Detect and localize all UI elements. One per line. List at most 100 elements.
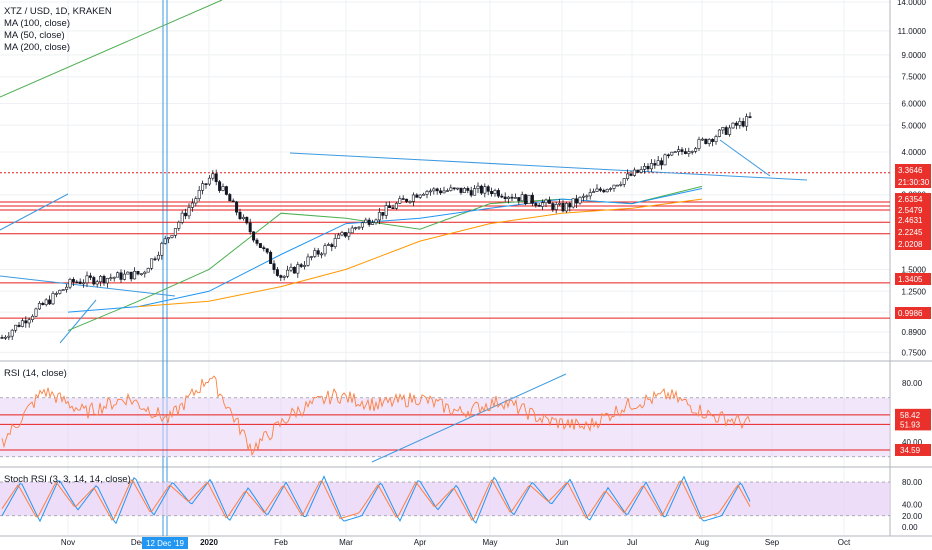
- candle-body: [738, 121, 742, 126]
- candle-body: [320, 253, 324, 256]
- candle-body: [653, 163, 657, 166]
- candle-body: [459, 187, 463, 193]
- price-tick-label: 5.0000: [902, 121, 927, 130]
- candle-body: [337, 234, 341, 239]
- candle-body: [306, 256, 310, 266]
- price-tag-label: 0.9986: [898, 309, 923, 318]
- stoch-d-line: [1, 478, 751, 521]
- candle-body: [54, 293, 58, 295]
- candle-body: [473, 188, 477, 196]
- candle-body: [391, 207, 395, 210]
- stoch-band: [0, 482, 890, 516]
- candle-body: [95, 281, 99, 285]
- candle-body: [245, 216, 249, 224]
- candle-body: [456, 187, 460, 190]
- candle-body: [197, 190, 201, 199]
- candle-body: [490, 191, 494, 195]
- candle-body: [367, 219, 371, 225]
- candle-body: [326, 244, 330, 246]
- candle-body: [384, 205, 388, 216]
- candle-body: [235, 201, 239, 213]
- candle-body: [503, 196, 507, 200]
- candle-body: [428, 190, 432, 193]
- candle-body: [496, 190, 500, 197]
- legend-ma50: MA (50, close): [4, 30, 65, 41]
- candle-body: [680, 149, 684, 152]
- candle-body: [37, 302, 41, 310]
- candle-body: [469, 190, 473, 196]
- rsi-tag: [895, 443, 931, 456]
- candle-body: [683, 151, 687, 154]
- candle-body: [282, 275, 286, 278]
- price-tag: [895, 226, 931, 238]
- stoch-k-line: [1, 475, 751, 525]
- price-tag: [895, 273, 931, 285]
- time-tick-label: Sep: [765, 538, 780, 547]
- candle-body: [78, 281, 82, 284]
- candle-body: [717, 129, 721, 137]
- price-tick-label: 11.0000: [898, 27, 927, 36]
- candle-body: [405, 198, 409, 202]
- candle-body: [224, 186, 228, 195]
- candle-body: [330, 244, 334, 247]
- candle-body: [558, 202, 562, 205]
- price-tick-label: 0.8900: [902, 328, 927, 337]
- stoch-tick-label: 20.00: [902, 512, 923, 521]
- stoch-tick-label: 40.00: [902, 501, 923, 510]
- candle-body: [401, 198, 405, 200]
- candle-body: [34, 308, 38, 317]
- candle-body: [357, 226, 361, 229]
- candle-body: [71, 279, 75, 283]
- candle-body: [51, 293, 55, 305]
- candle-body: [483, 186, 487, 194]
- candle-body: [364, 219, 368, 224]
- candle-body: [646, 166, 650, 170]
- price-axis: 14.0000 11.0000 9.0000 7.5000 6.0000 5.0000 4.…: [895, 0, 931, 532]
- candle-body: [527, 194, 531, 205]
- candle-body: [541, 202, 545, 207]
- candle-body: [697, 139, 701, 149]
- candle-body: [286, 269, 290, 277]
- candle-body: [687, 151, 691, 154]
- candle-body: [704, 138, 708, 144]
- candle-body: [292, 266, 296, 274]
- candle-body: [449, 187, 453, 191]
- candle-body: [153, 258, 157, 261]
- candle-body: [231, 200, 235, 203]
- rsi-line: [1, 375, 751, 456]
- candle-body: [139, 273, 143, 275]
- time-highlight: [142, 537, 188, 549]
- candle-body: [554, 204, 558, 210]
- candle-body: [262, 247, 266, 250]
- price-tag-label: 21:30:30: [898, 178, 930, 187]
- rsi-tag-label: 34.59: [900, 446, 921, 455]
- candle-body: [343, 232, 347, 237]
- candle-body: [435, 188, 439, 192]
- candle-body: [173, 228, 177, 236]
- candle-body: [666, 154, 670, 157]
- candle-body: [571, 198, 575, 208]
- candle-body: [394, 203, 398, 209]
- candle-body: [422, 193, 426, 196]
- time-tick-label: Aug: [695, 538, 709, 547]
- candle-body: [595, 188, 599, 192]
- candle-body: [170, 235, 174, 238]
- candle-body: [218, 181, 222, 191]
- candle-body: [82, 282, 86, 285]
- candle-body: [24, 320, 28, 324]
- legend-ma200: MA (200, close): [4, 42, 70, 53]
- candle-body: [269, 251, 273, 264]
- candle-body: [190, 202, 194, 208]
- candle-body: [479, 185, 483, 194]
- candle-body: [415, 194, 419, 198]
- time-tick-label: May: [482, 538, 497, 547]
- price-tag: [895, 176, 931, 188]
- candle-body: [10, 329, 14, 337]
- candle-body: [724, 127, 728, 135]
- candle-body: [547, 199, 551, 204]
- candle-body: [313, 250, 317, 257]
- candle-body: [187, 207, 191, 217]
- candle-body: [109, 277, 113, 280]
- chart-legend: XTZ / USD, 1D, KRAKEN MA (100, close) MA…: [4, 6, 112, 54]
